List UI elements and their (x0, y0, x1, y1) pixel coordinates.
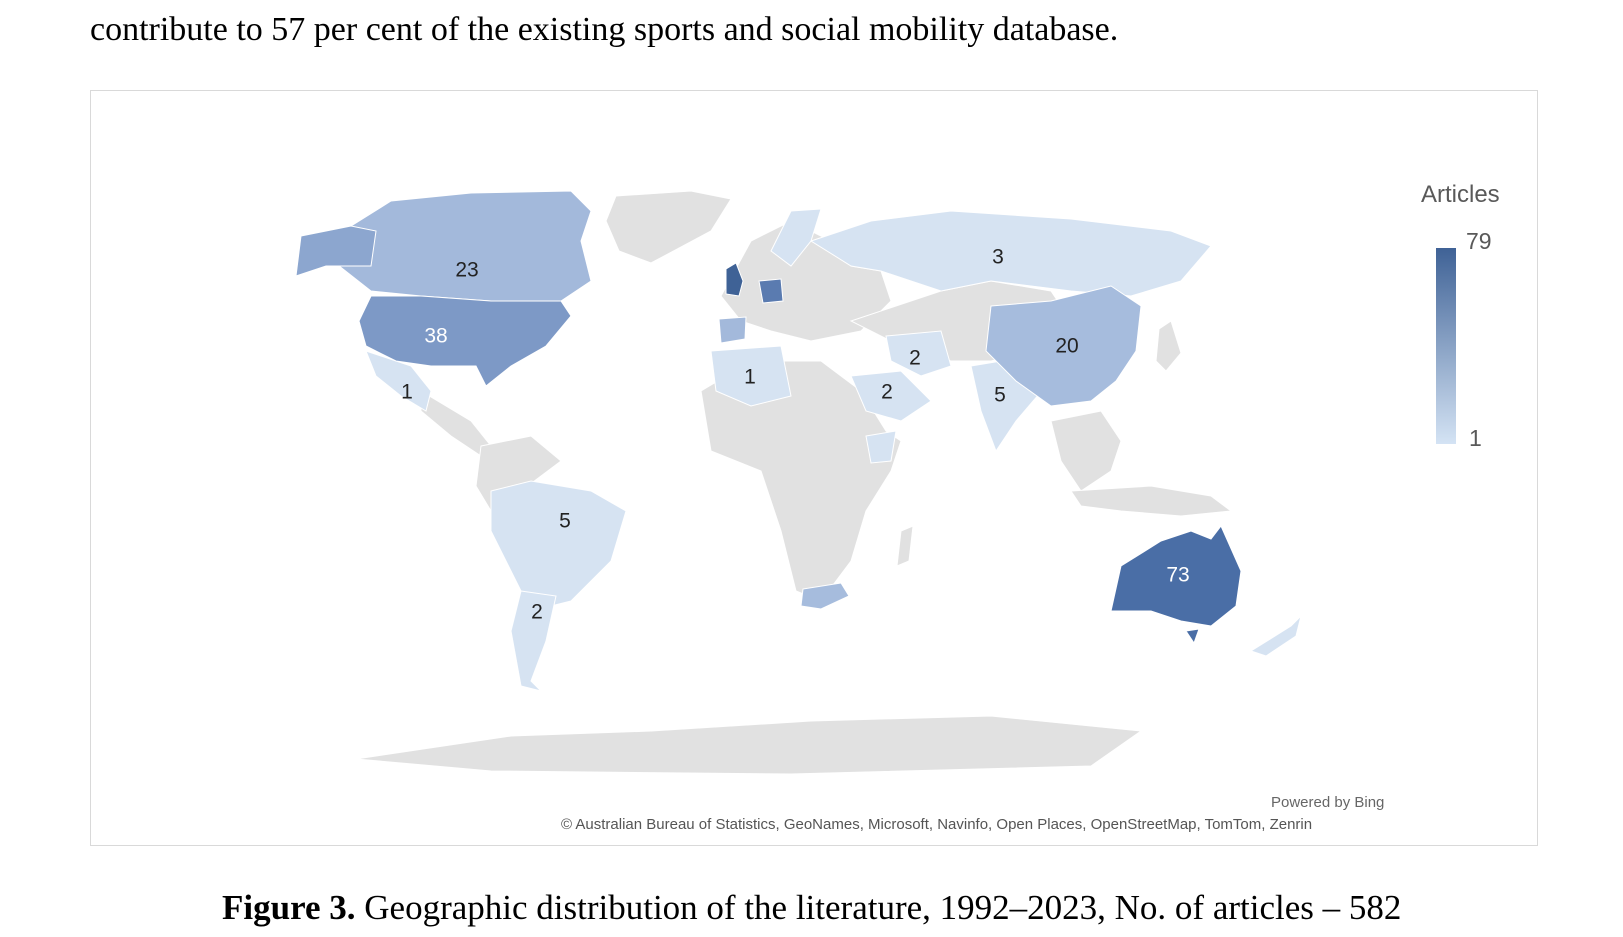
russia-region (809, 210, 1212, 297)
label-united-states: 38 (424, 325, 447, 348)
alaska-shape (295, 225, 377, 277)
legend-max-value: 79 (1466, 228, 1492, 254)
label-india: 5 (994, 384, 1006, 407)
figure-caption: Figure 3. Geographic distribution of the… (222, 888, 1401, 928)
label-saudi-arabia: 2 (881, 381, 893, 404)
new-zealand (1249, 614, 1302, 657)
label-brazil: 5 (559, 510, 571, 533)
tasmania-shape (1185, 628, 1200, 645)
scandinavia (770, 208, 822, 267)
map-credits: © Australian Bureau of Statistics, GeoNa… (561, 816, 1313, 833)
legend-color-scale (1436, 248, 1456, 444)
iran-region (885, 330, 952, 377)
powered-by-text: Powered by Bing (1271, 794, 1385, 811)
greenland (605, 190, 732, 264)
figure-caption-text: Geographic distribution of the literatur… (355, 888, 1402, 927)
usa-shape (358, 295, 572, 387)
africa-landmass (700, 360, 902, 602)
label-iran: 2 (909, 347, 921, 370)
label-argentina: 2 (531, 601, 543, 624)
brazil-region (490, 480, 627, 612)
label-australia: 73 (1166, 564, 1189, 587)
label-canada: 23 (455, 259, 478, 282)
map-figure: 73 38 23 20 5 5 3 2 2 2 1 1 Articles 79 … (90, 90, 1538, 846)
legend-title: Articles (1421, 181, 1500, 208)
label-algeria: 1 (744, 366, 756, 389)
china-shape (985, 285, 1142, 407)
australia-shape (1110, 525, 1242, 627)
japan (1155, 320, 1182, 372)
algeria-region (710, 345, 792, 407)
world-map: 73 38 23 20 5 5 3 2 2 2 1 1 (295, 190, 1302, 775)
figure-label: Figure 3. (222, 888, 356, 927)
saudi-region (850, 370, 932, 422)
spain-shape (718, 316, 747, 344)
argentina-region (510, 590, 557, 692)
southeast-asia (1050, 410, 1122, 492)
uk-shape (725, 262, 744, 297)
antarctica (355, 715, 1143, 775)
body-paragraph: contribute to 57 per cent of the existin… (90, 11, 1119, 48)
mexico-region (365, 350, 432, 412)
label-china: 20 (1055, 335, 1078, 358)
indonesia (1070, 485, 1233, 517)
legend-min-value: 1 (1469, 425, 1482, 451)
label-mexico: 1 (401, 381, 413, 404)
label-russia: 3 (992, 246, 1004, 269)
south-africa-shape (800, 582, 850, 610)
east-africa-region (865, 430, 897, 464)
madagascar (896, 525, 914, 567)
germany-shape (758, 278, 784, 304)
